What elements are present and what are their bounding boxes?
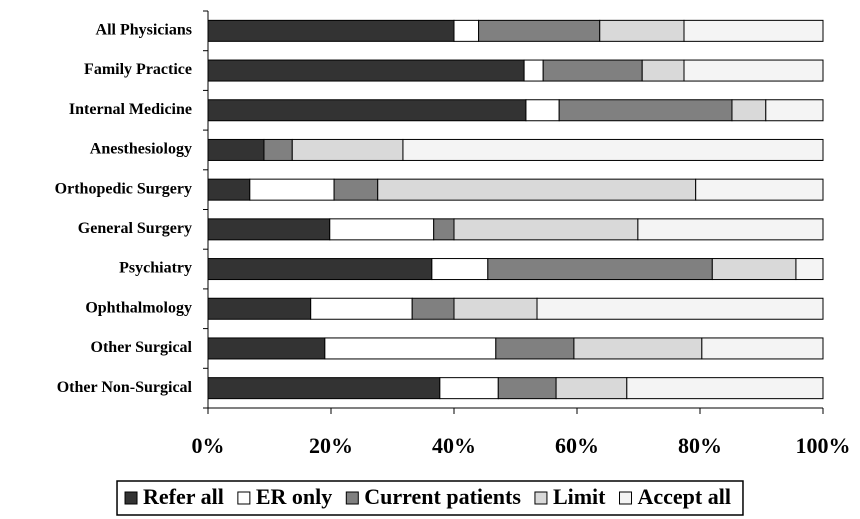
bar-segment bbox=[433, 218, 455, 241]
y-tick-label: General Surgery bbox=[78, 220, 192, 237]
legend-swatch bbox=[237, 491, 251, 505]
x-tick-label: 40% bbox=[432, 433, 476, 458]
bar-segment bbox=[731, 99, 767, 122]
legend-swatch bbox=[619, 491, 633, 505]
bar-segment bbox=[324, 337, 497, 360]
x-tick-label: 0% bbox=[192, 433, 225, 458]
bar-segment bbox=[641, 59, 685, 82]
legend-swatch bbox=[534, 491, 548, 505]
bar-segment bbox=[207, 178, 251, 201]
legend-swatch bbox=[124, 491, 138, 505]
y-tick-label: Other Surgical bbox=[91, 339, 193, 356]
bar-segment bbox=[207, 258, 433, 281]
y-tick-label: Anesthesiology bbox=[90, 141, 192, 158]
bar-segment bbox=[683, 19, 824, 42]
legend-box bbox=[116, 480, 744, 516]
y-tick-label: Other Non-Surgical bbox=[57, 379, 193, 396]
bar-segment bbox=[765, 99, 824, 122]
bar-segment bbox=[310, 297, 413, 320]
bar-segment bbox=[683, 59, 824, 82]
bar-segment bbox=[573, 337, 703, 360]
bar-segment bbox=[599, 19, 685, 42]
bar-segment bbox=[536, 297, 824, 320]
legend-label: Accept all bbox=[638, 484, 731, 509]
bar-segment bbox=[207, 99, 527, 122]
bar-segment bbox=[626, 377, 824, 400]
bar-segment bbox=[329, 218, 435, 241]
x-tick-label: 20% bbox=[309, 433, 353, 458]
bar-segment bbox=[497, 377, 557, 400]
bar-segment bbox=[207, 138, 265, 161]
bar-segment bbox=[207, 59, 525, 82]
bar-segment bbox=[453, 19, 480, 42]
y-tick-label: Ophthalmology bbox=[85, 299, 192, 316]
bar-segment bbox=[333, 178, 379, 201]
bar-segment bbox=[291, 138, 404, 161]
bar-segment bbox=[555, 377, 628, 400]
bar-segment bbox=[263, 138, 293, 161]
bar-segment bbox=[402, 138, 824, 161]
bar-segment bbox=[542, 59, 643, 82]
y-tick-label: Orthopedic Surgery bbox=[55, 180, 192, 197]
x-tick-label: 100% bbox=[796, 433, 851, 458]
legend-label: ER only bbox=[256, 484, 332, 509]
bar-segment bbox=[431, 258, 489, 281]
bar-segment bbox=[637, 218, 824, 241]
bar-segment bbox=[207, 297, 312, 320]
bar-segment bbox=[439, 377, 499, 400]
legend-label: Current patients bbox=[364, 484, 521, 509]
legend-label: Refer all bbox=[143, 484, 224, 509]
y-tick-label: Family Practice bbox=[84, 61, 192, 78]
bar-segment bbox=[207, 218, 331, 241]
bar-segment bbox=[453, 297, 538, 320]
y-tick-label: Psychiatry bbox=[119, 260, 192, 277]
bar-segment bbox=[558, 99, 733, 122]
legend-swatch bbox=[345, 491, 359, 505]
bar-segment bbox=[207, 19, 455, 42]
legend-label: Limit bbox=[553, 484, 606, 509]
bar-segment bbox=[795, 258, 824, 281]
bar-segment bbox=[411, 297, 455, 320]
bar-segment bbox=[495, 337, 575, 360]
bar-segment bbox=[207, 377, 441, 400]
bar-segment bbox=[207, 337, 326, 360]
bar-segment bbox=[523, 59, 544, 82]
bar-segment bbox=[453, 218, 639, 241]
bar-segment bbox=[701, 337, 824, 360]
bar-segment bbox=[478, 19, 601, 42]
bar-segment bbox=[695, 178, 824, 201]
x-tick-label: 60% bbox=[555, 433, 599, 458]
y-tick-label: All Physicians bbox=[96, 22, 192, 39]
x-tick-label: 80% bbox=[678, 433, 722, 458]
bar-segment bbox=[525, 99, 560, 122]
bar-segment bbox=[487, 258, 713, 281]
bar-segment bbox=[249, 178, 335, 201]
y-tick-label: Internal Medicine bbox=[69, 101, 192, 118]
bar-segment bbox=[711, 258, 797, 281]
bar-segment bbox=[377, 178, 697, 201]
